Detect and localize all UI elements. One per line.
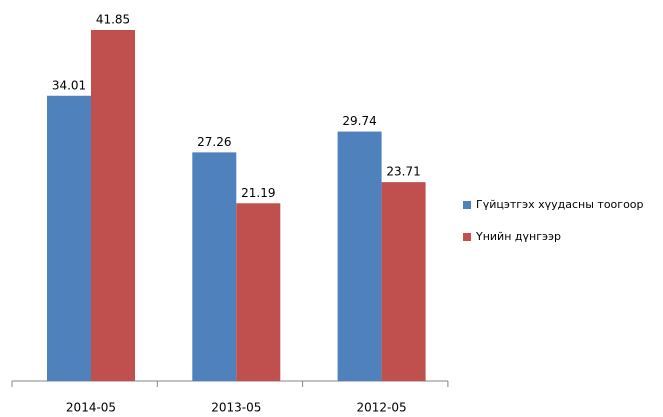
- bar: [91, 30, 135, 381]
- data-label: 29.74: [342, 114, 376, 128]
- bar: [192, 152, 237, 381]
- legend-swatch: [463, 233, 471, 241]
- bar: [381, 182, 426, 381]
- bar: [236, 203, 281, 381]
- data-label: 41.85: [96, 13, 130, 27]
- bar: [337, 131, 382, 381]
- legend-label: Гүйцэтгэх хүудасны тоогоор: [476, 198, 644, 211]
- legend-label: Үнийн дүнгээр: [475, 230, 561, 243]
- x-tick-label: 2012-05: [357, 401, 407, 415]
- data-label: 23.71: [386, 165, 420, 179]
- x-tick-label: 2013-05: [211, 401, 261, 415]
- data-label: 34.01: [52, 78, 86, 92]
- bar: [47, 95, 91, 382]
- x-tick-label: 2014-05: [66, 401, 116, 415]
- data-label: 27.26: [197, 135, 231, 149]
- data-label: 21.19: [241, 186, 275, 200]
- legend-swatch: [463, 201, 471, 209]
